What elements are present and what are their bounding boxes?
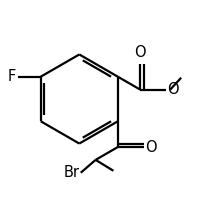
Text: F: F bbox=[8, 69, 16, 84]
Text: Br: Br bbox=[63, 165, 79, 180]
Text: O: O bbox=[134, 45, 146, 60]
Text: O: O bbox=[145, 140, 157, 154]
Text: O: O bbox=[167, 82, 179, 97]
